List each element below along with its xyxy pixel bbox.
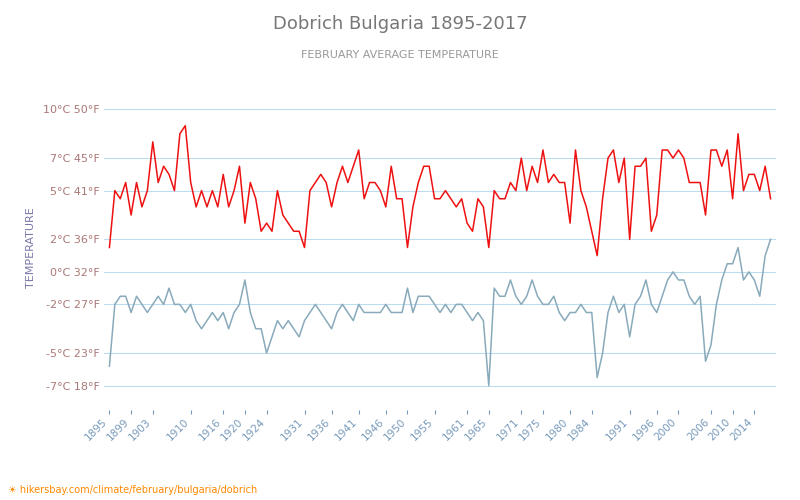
Y-axis label: TEMPERATURE: TEMPERATURE: [26, 207, 36, 288]
Text: ☀ hikersbay.com/climate/february/bulgaria/dobrich: ☀ hikersbay.com/climate/february/bulgari…: [8, 485, 258, 495]
Text: FEBRUARY AVERAGE TEMPERATURE: FEBRUARY AVERAGE TEMPERATURE: [301, 50, 499, 60]
Text: Dobrich Bulgaria 1895-2017: Dobrich Bulgaria 1895-2017: [273, 15, 527, 33]
